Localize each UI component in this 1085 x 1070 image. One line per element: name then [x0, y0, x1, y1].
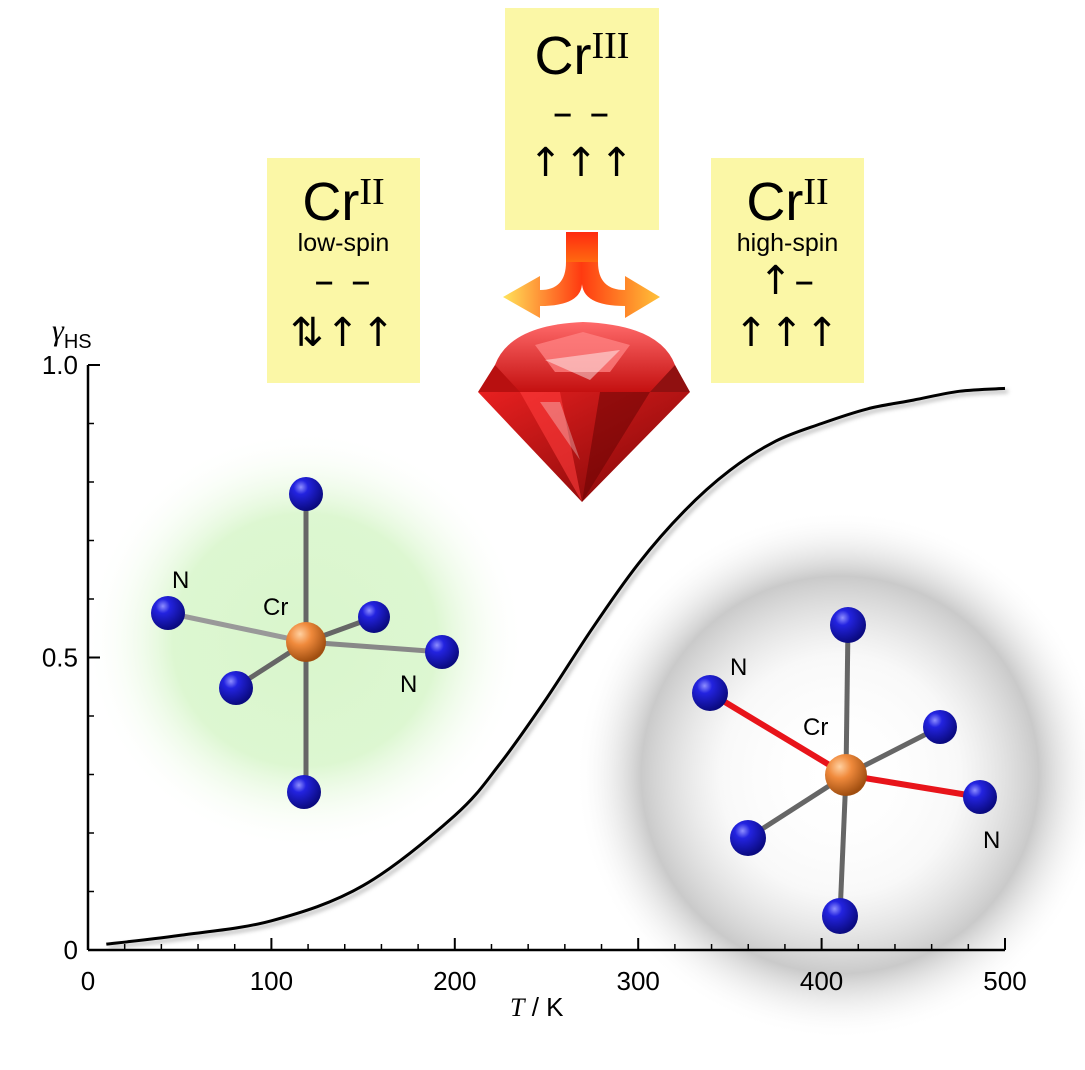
ls-cr-label: Cr: [263, 594, 288, 621]
cr2-ls-state: low-spin: [297, 229, 390, 257]
cr2-hs-t2g-orbitals: ↑↑↑: [734, 310, 841, 356]
n-atom: [425, 635, 459, 669]
x-tick-label: 400: [800, 966, 843, 996]
n-atom: [822, 898, 858, 934]
n-atom: [830, 607, 866, 643]
split-arrow: [503, 232, 660, 318]
cr2-hs-element: Cr: [746, 172, 804, 232]
x-axis-label-unit: / K: [524, 992, 564, 1022]
y-axis-label: γHS: [52, 314, 92, 353]
y-axis-label-subscript: HS: [64, 331, 92, 353]
high-spin-molecule: N Cr N: [692, 607, 1000, 934]
x-tick-label: 0: [81, 966, 95, 996]
cr2-ls-t2g-orbitals: ⇅↑↑: [290, 310, 397, 356]
cr2-ls-symbol: CrII: [267, 171, 420, 232]
n-atom: [923, 710, 957, 744]
x-axis-label-symbol: T: [510, 993, 526, 1022]
n-atom: [151, 596, 185, 630]
cr3-box: CrIII – – ↑↑↑: [505, 8, 659, 230]
n-atom: [287, 775, 321, 809]
low-spin-molecule: N Cr N: [151, 477, 459, 809]
cr2-high-spin-box: CrII high-spin ↑– ↑↑↑: [711, 158, 864, 383]
ruby-gem: [478, 322, 690, 502]
n-atom: [219, 671, 253, 705]
n-atom: [358, 601, 390, 633]
cr3-t2g-orbitals: ↑↑↑: [528, 140, 636, 186]
cr2-ls-eg-orbitals: – –: [314, 258, 373, 304]
x-tick-label: 200: [433, 966, 476, 996]
x-tick-label: 300: [617, 966, 660, 996]
y-tick-label: 0.5: [42, 643, 78, 673]
cr2-ls-element: Cr: [302, 172, 360, 232]
cr-atom: [825, 754, 867, 796]
y-axis-label-symbol: γ: [52, 314, 65, 347]
hs-cr-label: Cr: [803, 714, 828, 741]
cr2-low-spin-box: CrII low-spin – – ⇅↑↑: [267, 158, 420, 383]
n-atom: [289, 477, 323, 511]
cr3-element: Cr: [534, 26, 592, 86]
cr2-hs-symbol: CrII: [711, 171, 864, 232]
ls-n-label-2: N: [400, 671, 417, 698]
x-tick-label: 100: [250, 966, 293, 996]
y-tick-label: 1.0: [42, 350, 78, 380]
y-tick-label: 0: [64, 935, 78, 965]
n-atom: [692, 675, 728, 711]
cr2-ls-oxidation: II: [359, 171, 385, 213]
cr3-eg-orbitals: – –: [552, 90, 612, 136]
cr3-symbol: CrIII: [505, 25, 659, 86]
hs-n-label-2: N: [983, 827, 1000, 854]
cr2-hs-eg-orbitals: ↑–: [758, 258, 817, 304]
ls-n-label-1: N: [172, 567, 189, 594]
cr-atom: [286, 622, 326, 662]
cr2-hs-state: high-spin: [736, 229, 839, 257]
cr3-oxidation: III: [591, 25, 630, 67]
x-tick-label: 500: [983, 966, 1026, 996]
hs-n-label-1: N: [730, 654, 747, 681]
x-axis-label: T / K: [510, 992, 564, 1022]
series-line: [106, 386, 1006, 946]
cr2-hs-oxidation: II: [803, 171, 829, 213]
n-atom: [730, 820, 766, 856]
n-atom: [963, 780, 997, 814]
